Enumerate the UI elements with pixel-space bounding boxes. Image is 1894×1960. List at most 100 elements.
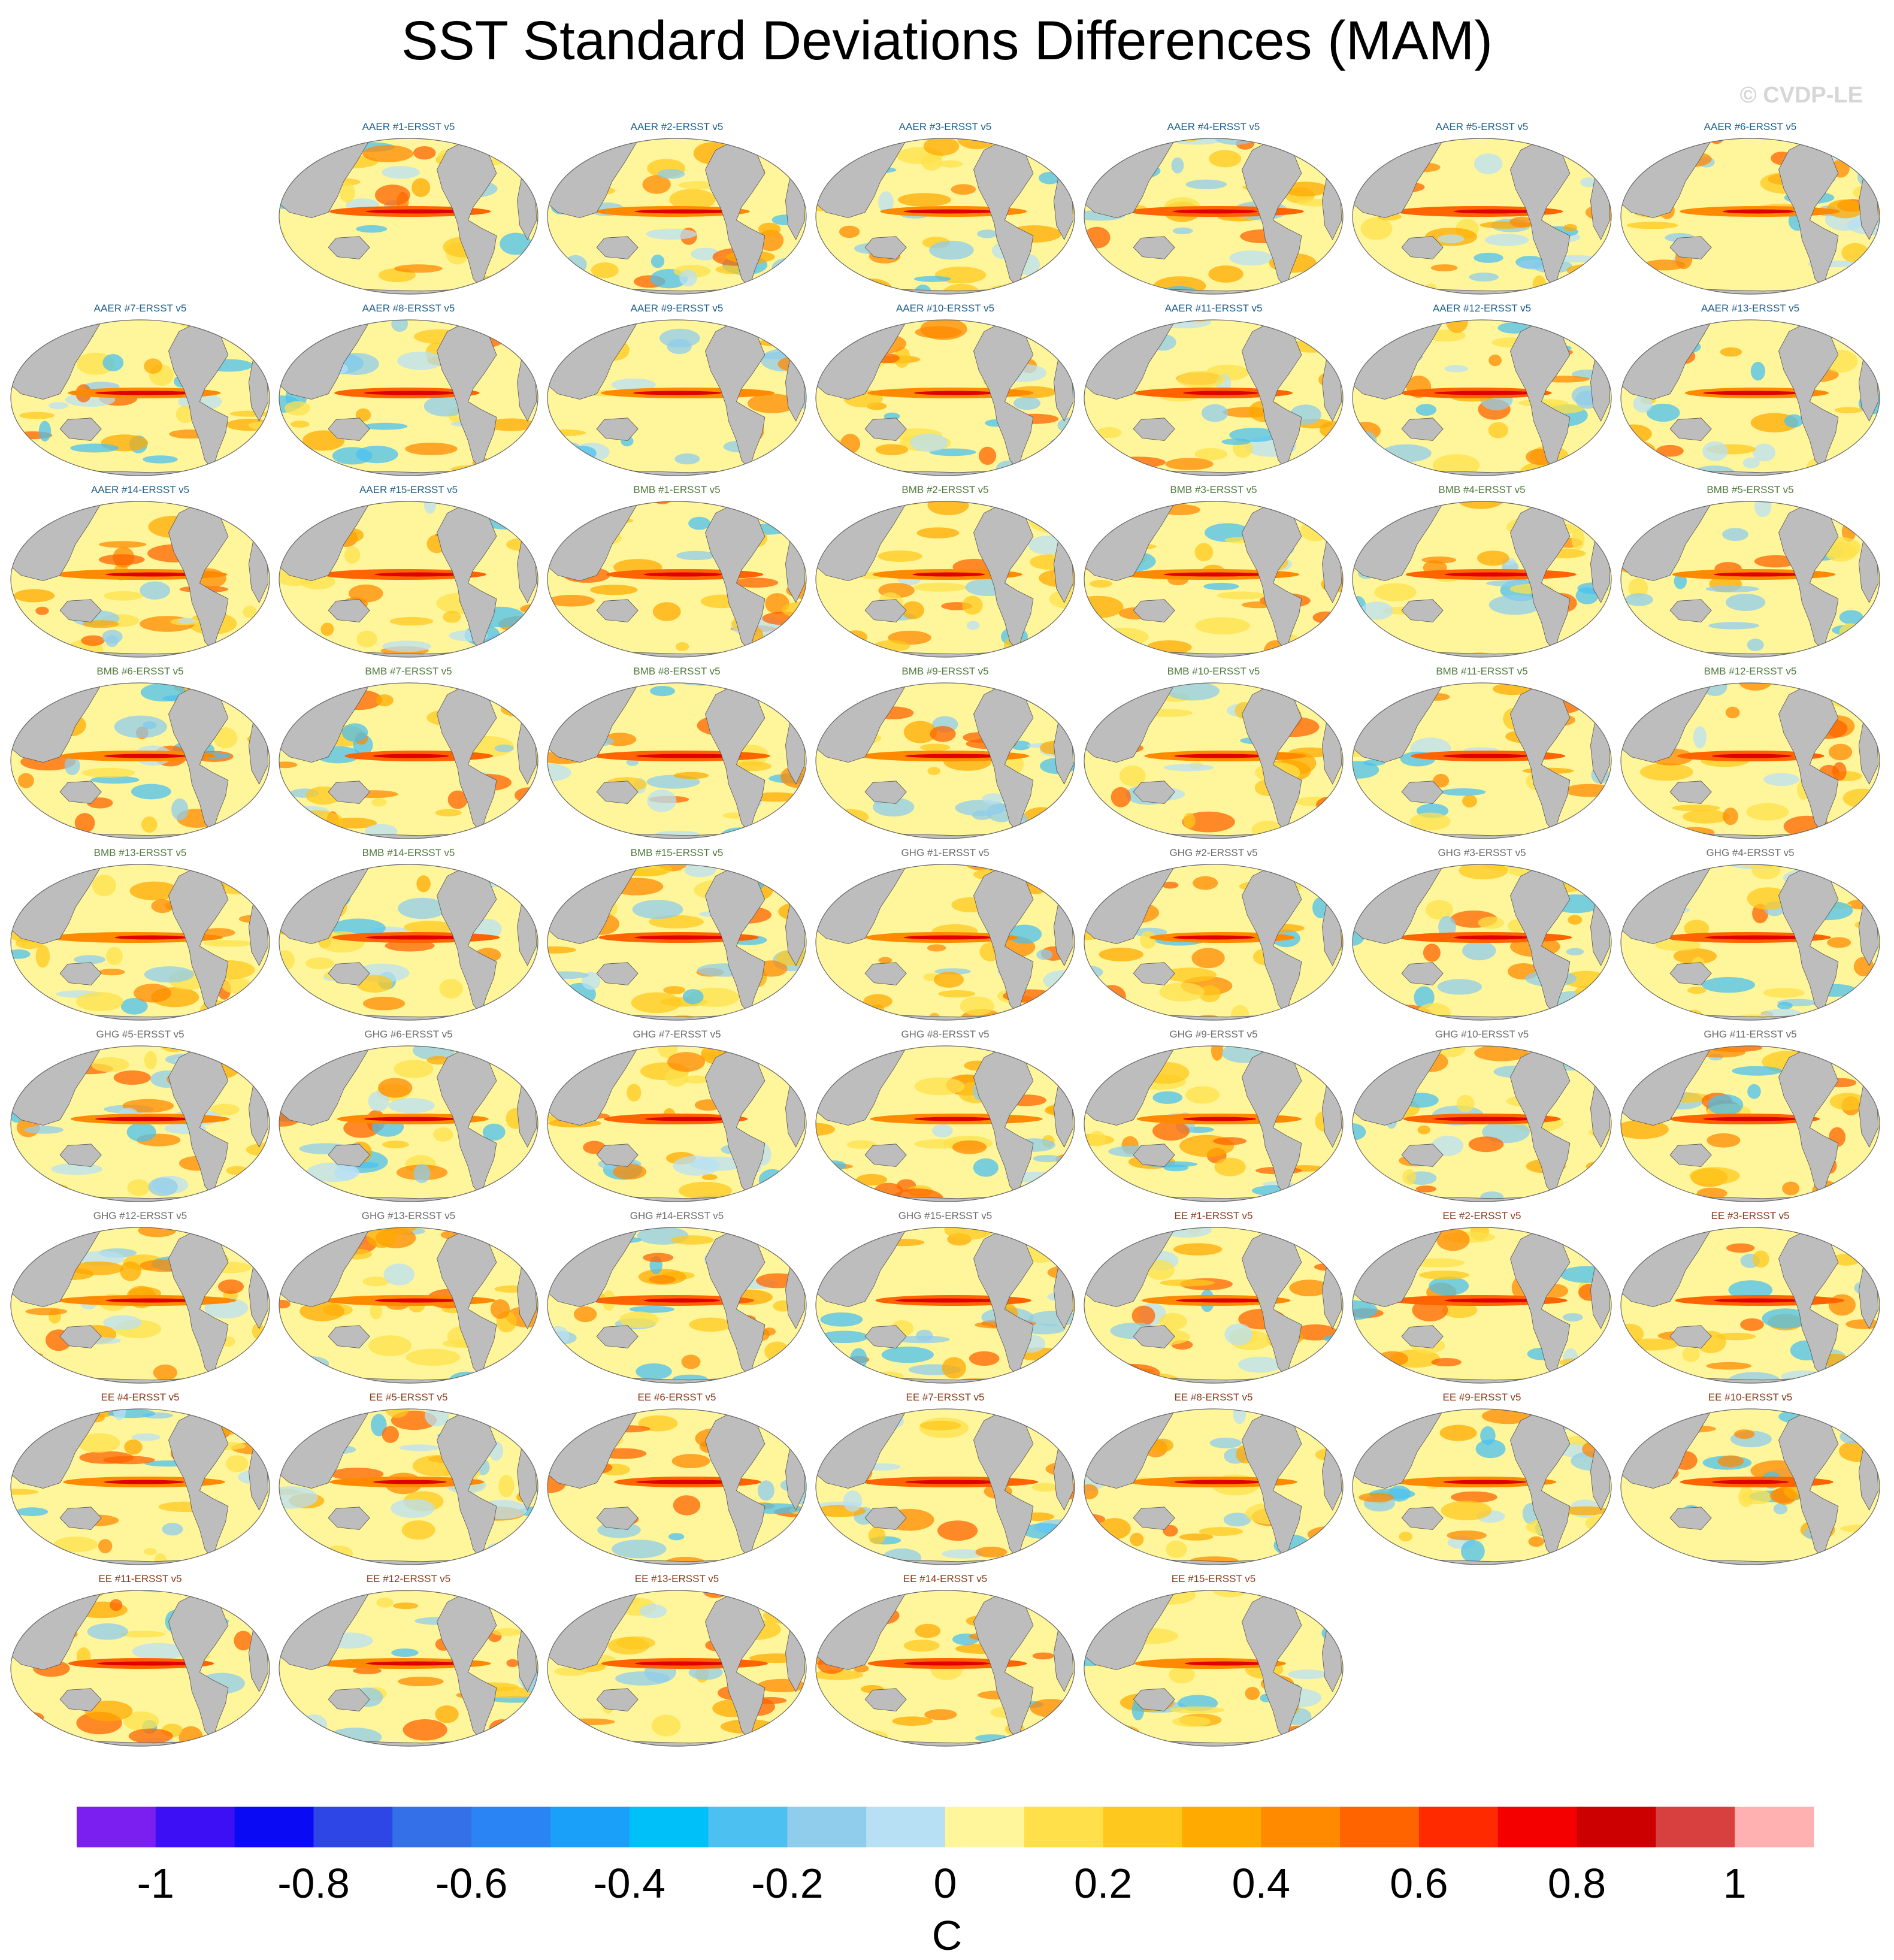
anomaly-blob [1683, 809, 1730, 824]
anomaly-blob [1832, 762, 1847, 781]
map-panel: AAER #8-ERSST v5 [277, 303, 540, 480]
map-outline [547, 319, 807, 476]
land-mass [1401, 1144, 1444, 1167]
anomaly-blob [412, 178, 431, 197]
anomaly-blob [1224, 1323, 1252, 1345]
anomaly-blob [84, 1701, 133, 1722]
panel-title: BMB #4-ERSST v5 [1438, 484, 1526, 495]
colorbar-swatch [1735, 1807, 1814, 1847]
anomaly-blob [616, 1636, 655, 1650]
anomaly-blob [1090, 580, 1112, 588]
anomaly-blob [1031, 1483, 1059, 1492]
anomaly-blob [1763, 773, 1799, 787]
map-panel: AAER #3-ERSST v5 [813, 121, 1077, 298]
anomaly-blob [151, 899, 174, 914]
panel-title: GHG #11-ERSST v5 [1704, 1029, 1797, 1040]
panel-title: AAER #5-ERSST v5 [1435, 121, 1529, 132]
anomaly-blob [1754, 555, 1798, 568]
anomaly-blob [1170, 138, 1222, 145]
equatorial-core [1172, 935, 1255, 940]
world-map [1352, 1045, 1612, 1202]
anomaly-blob [1827, 937, 1851, 948]
world-map [279, 501, 538, 658]
land-mass [328, 781, 370, 804]
anomaly-blob [856, 1173, 887, 1185]
anomaly-blob [376, 694, 394, 707]
equatorial-core [365, 209, 471, 214]
land-mass [1669, 781, 1712, 804]
anomaly-blob [404, 921, 456, 934]
land-mass [864, 418, 907, 441]
anomaly-blob [913, 285, 932, 294]
anomaly-blob [423, 501, 437, 514]
map-outline [815, 1408, 1075, 1565]
map-outline [1352, 501, 1612, 658]
anomaly-blob [1353, 1300, 1378, 1320]
anomaly-blob [1172, 227, 1193, 234]
map-panel: EE #5-ERSST v5 [277, 1392, 540, 1569]
anomaly-blob [391, 1649, 419, 1657]
land-mass [1669, 1507, 1712, 1530]
land-mass [1133, 418, 1175, 441]
land-mass [1133, 1507, 1175, 1530]
anomaly-blob [53, 1536, 98, 1553]
colorbar-swatch [313, 1807, 393, 1847]
anomaly-blob [384, 1409, 410, 1418]
anomaly-blob [393, 1602, 419, 1610]
anomaly-blob [177, 618, 195, 624]
world-map [1084, 319, 1344, 476]
anomaly-blob [1179, 1533, 1214, 1541]
anomaly-blob [1723, 807, 1738, 825]
anomaly-blob [1773, 1503, 1788, 1514]
anomaly-blob [1130, 1532, 1144, 1547]
map-panel: GHG #7-ERSST v5 [545, 1029, 809, 1206]
anomaly-blob [868, 1527, 886, 1544]
map-outline [1620, 1227, 1880, 1384]
land-mass [1401, 1507, 1444, 1530]
map-panel: BMB #13-ERSST v5 [8, 847, 272, 1024]
anomaly-blob [356, 225, 388, 233]
equatorial-core [365, 1661, 466, 1666]
anomaly-blob [1560, 1506, 1609, 1516]
map-panel: GHG #9-ERSST v5 [1082, 1029, 1345, 1206]
anomaly-blob [16, 1507, 49, 1517]
map-panel: AAER #9-ERSST v5 [545, 303, 809, 480]
anomaly-blob [1209, 150, 1242, 168]
map-panel: GHG #2-ERSST v5 [1082, 847, 1345, 1024]
map-outline [10, 682, 270, 839]
anomaly-blob [913, 276, 951, 282]
world-map [1084, 138, 1344, 295]
map-panel: AAER #13-ERSST v5 [1618, 303, 1882, 480]
map-panel: AAER #4-ERSST v5 [1082, 121, 1345, 298]
anomaly-blob [642, 175, 671, 194]
map-panel: BMB #8-ERSST v5 [545, 666, 809, 843]
map-panel: GHG #11-ERSST v5 [1618, 1029, 1882, 1206]
anomaly-blob [203, 940, 253, 947]
anomaly-blob [1194, 543, 1214, 561]
map-outline [1084, 1045, 1344, 1202]
anomaly-blob [1628, 578, 1648, 598]
colorbar-tick-label: -0.8 [277, 1860, 350, 1907]
anomaly-blob [1166, 1541, 1187, 1558]
anomaly-blob [382, 166, 420, 179]
anomaly-blob [816, 1123, 835, 1136]
anomaly-blob [81, 767, 135, 778]
anomaly-blob [1566, 948, 1584, 955]
anomaly-blob [1647, 403, 1680, 422]
anomaly-blob [1173, 1243, 1223, 1256]
anomaly-blob [1214, 1157, 1246, 1176]
land-mass [596, 1688, 639, 1711]
anomaly-blob [1509, 216, 1534, 228]
anomaly-blob [144, 358, 162, 374]
anomaly-blob [1488, 595, 1542, 615]
anomaly-blob [1442, 1302, 1478, 1318]
anomaly-blob [1199, 1527, 1243, 1536]
anomaly-blob [1738, 683, 1772, 691]
anomaly-blob [1459, 864, 1508, 879]
anomaly-blob [1625, 593, 1653, 606]
anomaly-blob [213, 727, 238, 749]
anomaly-blob [412, 1046, 455, 1060]
anomaly-blob [1568, 915, 1583, 925]
anomaly-blob [103, 1315, 142, 1330]
anomaly-blob [657, 169, 685, 179]
